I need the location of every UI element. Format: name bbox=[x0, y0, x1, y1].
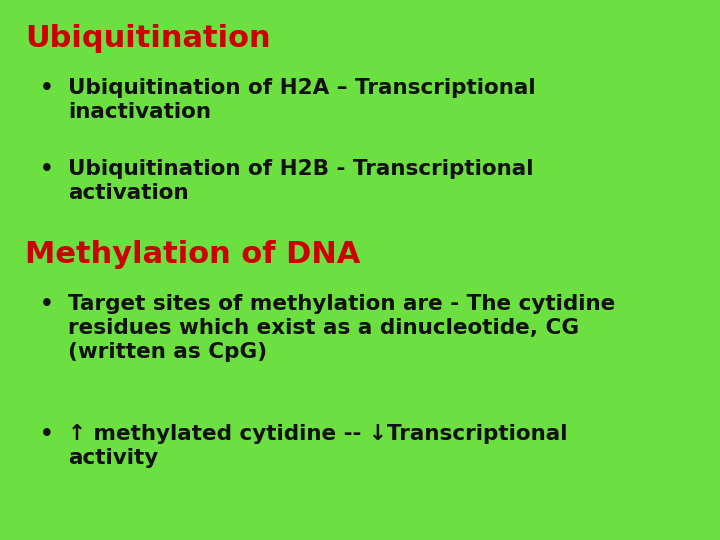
Text: •: • bbox=[40, 78, 53, 98]
Text: •: • bbox=[40, 159, 53, 179]
Text: Ubiquitination of H2A – Transcriptional
inactivation: Ubiquitination of H2A – Transcriptional … bbox=[68, 78, 536, 122]
Text: •: • bbox=[40, 294, 53, 314]
Text: Ubiquitination of H2B - Transcriptional
activation: Ubiquitination of H2B - Transcriptional … bbox=[68, 159, 534, 203]
Text: Ubiquitination: Ubiquitination bbox=[25, 24, 271, 53]
Text: Methylation of DNA: Methylation of DNA bbox=[25, 240, 361, 269]
Text: ↑ methylated cytidine -- ↓Transcriptional
activity: ↑ methylated cytidine -- ↓Transcriptiona… bbox=[68, 424, 568, 468]
Text: •: • bbox=[40, 424, 53, 444]
Text: Target sites of methylation are - The cytidine
residues which exist as a dinucle: Target sites of methylation are - The cy… bbox=[68, 294, 616, 362]
